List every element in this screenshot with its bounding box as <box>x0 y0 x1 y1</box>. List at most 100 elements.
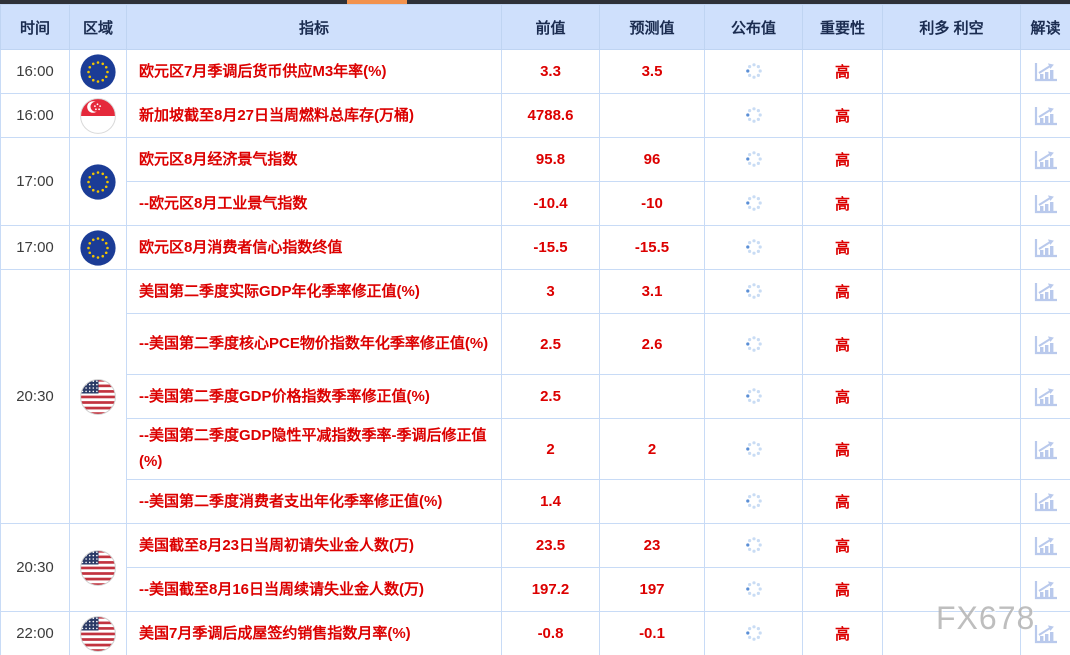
interpretation-cell <box>1020 181 1070 226</box>
interpretation-chart-icon[interactable] <box>1034 579 1058 600</box>
table-row: 16:00 新加坡截至8月27日当周燃料总库存(万桶) 4788.6 高 <box>0 93 1070 138</box>
column-header-forecast: 预测值 <box>599 4 705 50</box>
us-flag <box>80 549 116 586</box>
interpretation-cell <box>1020 611 1070 655</box>
importance-cell: 高 <box>802 523 883 568</box>
interpretation-chart-icon[interactable] <box>1034 281 1058 302</box>
interpretation-chart-icon[interactable] <box>1034 193 1058 214</box>
published-value-cell <box>704 181 803 226</box>
indicator-cell: 欧元区8月经济景气指数 <box>126 137 502 182</box>
interpretation-chart-icon[interactable] <box>1034 149 1058 170</box>
table-row: --美国第二季度GDP价格指数季率修正值(%) 2.5 高 <box>1 374 1070 419</box>
importance-cell: 高 <box>802 374 883 419</box>
forecast-value-cell: 3.5 <box>599 49 705 94</box>
loading-spinner-icon <box>745 283 762 300</box>
published-value-cell <box>704 269 803 314</box>
interpretation-chart-icon[interactable] <box>1034 535 1058 556</box>
importance-cell: 高 <box>802 313 883 375</box>
interpretation-cell <box>1020 479 1070 524</box>
interpretation-chart-icon[interactable] <box>1034 623 1058 644</box>
previous-value-cell: -15.5 <box>501 225 600 270</box>
interpretation-chart-icon[interactable] <box>1034 61 1058 82</box>
forecast-value-cell: 3.1 <box>599 269 705 314</box>
column-header-indicator: 指标 <box>126 4 502 50</box>
column-header-previous: 前值 <box>501 4 600 50</box>
region-cell <box>69 269 127 524</box>
published-value-cell <box>704 93 803 138</box>
interpretation-chart-icon[interactable] <box>1034 237 1058 258</box>
bullish-bearish-cell <box>882 313 1021 375</box>
forecast-value-cell <box>599 374 705 419</box>
table-row: 16:00 欧元区7月季调后货币供应M3年率(%) 3.3 3.5 高 <box>0 49 1070 94</box>
importance-cell: 高 <box>802 611 883 655</box>
top-scrollbar <box>0 0 1070 4</box>
scrollbar-thumb[interactable] <box>347 0 407 4</box>
importance-cell: 高 <box>802 479 883 524</box>
region-cell <box>69 611 127 655</box>
previous-value-cell: 95.8 <box>501 137 600 182</box>
interpretation-chart-icon[interactable] <box>1034 334 1058 355</box>
bullish-bearish-cell <box>882 137 1021 182</box>
loading-spinner-icon <box>745 625 762 642</box>
region-cell <box>69 137 127 226</box>
published-value-cell <box>704 418 803 480</box>
region-cell <box>69 225 127 270</box>
previous-value-cell: 3.3 <box>501 49 600 94</box>
time-cell: 16:00 <box>0 93 70 138</box>
header-row: 时间 区域 指标 前值 预测值 公布值 重要性 利多 利空 解读 <box>0 4 1070 50</box>
singapore-flag <box>80 97 116 134</box>
indicator-cell: 美国7月季调后成屋签约销售指数月率(%) <box>126 611 502 655</box>
interpretation-chart-icon[interactable] <box>1034 491 1058 512</box>
us-flag <box>80 378 116 415</box>
importance-cell: 高 <box>802 49 883 94</box>
published-value-cell <box>704 374 803 419</box>
forecast-value-cell: 96 <box>599 137 705 182</box>
time-cell: 16:00 <box>0 49 70 94</box>
indicator-cell: 美国第二季度实际GDP年化季率修正值(%) <box>126 269 502 314</box>
eu-flag <box>80 229 116 266</box>
loading-spinner-icon <box>745 537 762 554</box>
column-header-direction: 利多 利空 <box>882 4 1021 50</box>
interpretation-chart-icon[interactable] <box>1034 439 1058 460</box>
interpretation-cell <box>1020 137 1070 182</box>
time-cell: 17:00 <box>0 225 70 270</box>
time-cell: 17:00 <box>0 137 70 226</box>
column-header-time: 时间 <box>0 4 70 50</box>
published-value-cell <box>704 479 803 524</box>
table-row: 20:30 美国截至8月23日当周初请失业金人数(万) 23.5 23 高 <box>0 523 1070 612</box>
column-header-published: 公布值 <box>704 4 803 50</box>
forecast-value-cell: 2.6 <box>599 313 705 375</box>
importance-cell: 高 <box>802 93 883 138</box>
bullish-bearish-cell <box>882 269 1021 314</box>
loading-spinner-icon <box>745 239 762 256</box>
published-value-cell <box>704 313 803 375</box>
interpretation-cell <box>1020 374 1070 419</box>
table-row: 20:30 美国第二季度实际GDP年化季率修正值(%) 3 3.1 高 <box>0 269 1070 524</box>
region-cell <box>69 93 127 138</box>
previous-value-cell: -10.4 <box>501 181 600 226</box>
bullish-bearish-cell <box>882 374 1021 419</box>
indicator-cell: --美国第二季度消费者支出年化季率修正值(%) <box>126 479 502 524</box>
time-cell: 20:30 <box>0 269 70 524</box>
column-header-region: 区域 <box>69 4 127 50</box>
region-cell <box>69 523 127 612</box>
bullish-bearish-cell <box>882 523 1021 568</box>
loading-spinner-icon <box>745 581 762 598</box>
interpretation-cell <box>1020 93 1070 138</box>
forecast-value-cell: 2 <box>599 418 705 480</box>
interpretation-chart-icon[interactable] <box>1034 105 1058 126</box>
interpretation-cell <box>1020 269 1070 314</box>
indicator-cell: --美国第二季度GDP价格指数季率修正值(%) <box>126 374 502 419</box>
interpretation-cell <box>1020 418 1070 480</box>
forecast-value-cell: 197 <box>599 567 705 612</box>
bullish-bearish-cell <box>882 93 1021 138</box>
bullish-bearish-cell <box>882 225 1021 270</box>
bullish-bearish-cell <box>882 611 1021 655</box>
interpretation-cell <box>1020 313 1070 375</box>
interpretation-chart-icon[interactable] <box>1034 386 1058 407</box>
published-value-cell <box>704 611 803 655</box>
economic-calendar-table: 时间 区域 指标 前值 预测值 公布值 重要性 利多 利空 解读 16:00 欧元区7月季调后货… <box>0 4 1070 655</box>
loading-spinner-icon <box>745 151 762 168</box>
forecast-value-cell <box>599 479 705 524</box>
bullish-bearish-cell <box>882 479 1021 524</box>
